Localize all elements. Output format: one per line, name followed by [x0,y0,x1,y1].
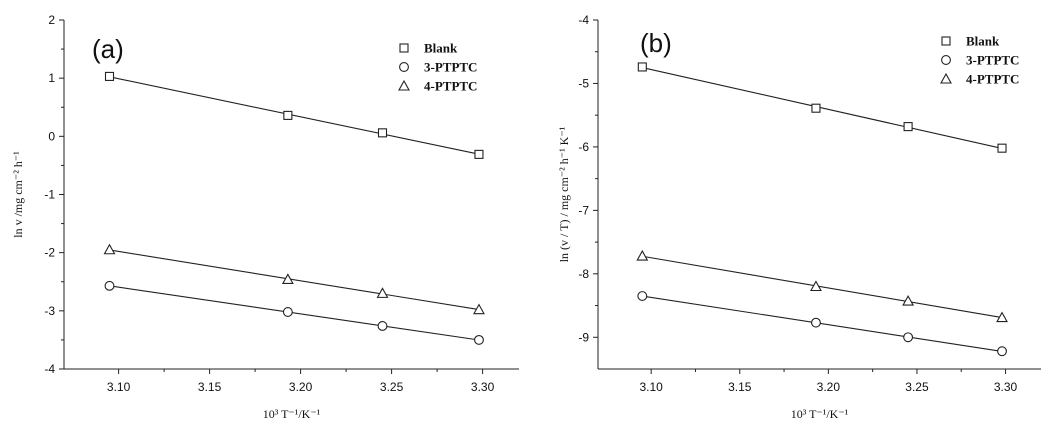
y-tick-label: 2 [48,13,55,27]
data-point [810,280,822,292]
legend-label: Blank [966,34,1000,49]
y-tick-label: 0 [48,129,55,143]
chart-panel-a: 3.10 3.15 3.20 3.25 3.30 2 1 0 -1 -2 -3 -4 10³ T⁻¹/K… [11,13,519,421]
x-tick-label: 3.30 [994,380,1018,394]
fit-line [642,255,1003,319]
x-axis-title: 10³ T⁻¹/K⁻¹ [263,407,321,421]
data-point [902,294,915,306]
legend-entry: 4-PTPTC [940,72,1019,87]
x-tick-label: 3.15 [198,380,222,394]
data-point [376,287,389,298]
data-point [996,311,1008,323]
data-point [103,243,116,255]
fit-line [109,285,480,341]
legend-entry: 4-PTPTC [398,79,477,94]
legend-label: 4-PTPTC [424,79,477,94]
data-point [474,149,484,159]
x-tick-label: 3.10 [107,380,131,394]
data-point [104,71,115,81]
legend-marker-triangle [398,79,410,91]
x-tick-label: 3.25 [380,380,404,394]
fit-line [109,76,480,155]
x-tick-label: 3.25 [905,380,929,394]
y-tick-label: -7 [578,203,589,217]
legend-marker-square [399,43,409,53]
y-axis-title: ln v /mg cm⁻² h⁻¹ [11,151,25,238]
legend-entry: 3-PTPTC [399,60,477,75]
fit-line [642,295,1003,352]
fit-line [109,249,480,311]
y-tick-label: -1 [44,188,55,202]
legend: Blank 3-PTPTC 4-PTPTC [398,41,477,94]
series-3-ptptc [637,291,1007,357]
y-tick-label: -4 [578,13,589,27]
legend-marker-triangle [940,72,952,84]
data-point [104,280,115,291]
data-point [997,346,1007,357]
legend-marker-square [941,36,951,46]
data-point [637,291,648,301]
x-tick-label: 3.15 [728,380,752,394]
legend: Blank 3-PTPTC 4-PTPTC [940,34,1019,87]
y-axis-title: ln (v / T) / mg cm⁻² h⁻¹ K⁻¹ [557,126,571,262]
series-4-ptptc [103,243,485,315]
y-tick-label: -8 [578,267,589,281]
legend-entry: Blank [399,41,458,56]
y-tick-label: -2 [44,246,55,260]
series-3-ptptc [104,280,484,345]
data-point [377,321,388,331]
x-tick-label: 3.20 [289,380,313,394]
y-tick-label: -6 [578,140,589,154]
chart-panel-b: 3.10 3.15 3.20 3.25 3.30 -4 -5 -6 -7 -8 -9 10³ T⁻¹/… [557,13,1041,421]
legend-entry: Blank [941,34,1000,49]
panel-label: (b) [640,28,672,58]
y-tick-label: 1 [48,71,55,85]
data-point [282,307,293,317]
series-blank [104,71,484,159]
x-tick-label: 3.20 [817,380,841,394]
data-point [377,128,388,138]
y-tick-label: -5 [578,76,589,90]
y-tick-label: -4 [44,362,55,376]
data-point [473,303,485,315]
legend-label: 3-PTPTC [424,60,477,75]
data-point [903,122,913,132]
data-point [811,103,821,113]
data-point [997,143,1007,153]
data-point [474,334,484,345]
legend-marker-circle [399,62,409,72]
panel-label: (a) [92,34,124,64]
series-4-ptptc [636,249,1008,323]
x-tick-label: 3.30 [471,380,495,394]
data-point [283,110,293,120]
data-point [903,332,914,343]
x-tick-label: 3.10 [639,380,663,394]
legend-label: 3-PTPTC [966,53,1019,68]
y-tick-label: -9 [578,330,589,344]
legend-label: Blank [424,41,458,56]
data-point [811,317,821,328]
data-point [636,249,649,261]
x-axis-title: 10³ T⁻¹/K⁻¹ [791,407,849,421]
data-point [637,62,647,72]
legend-entry: 3-PTPTC [941,53,1019,68]
data-point [281,273,294,284]
series-blank [637,62,1007,153]
y-tick-label: -3 [44,304,55,318]
fit-line [642,67,1003,149]
legend-marker-circle [941,55,951,65]
legend-label: 4-PTPTC [966,72,1019,87]
